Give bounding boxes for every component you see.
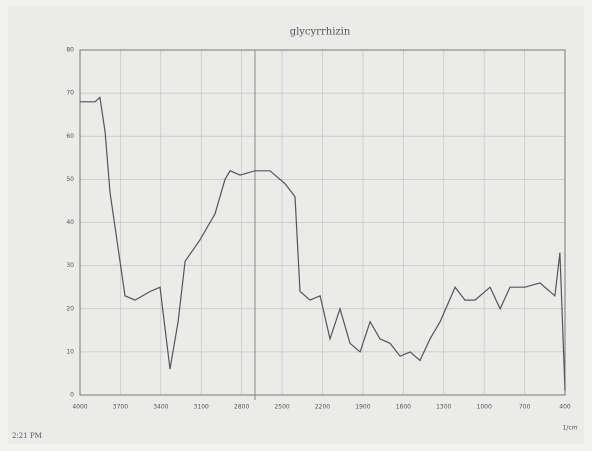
y-tick-label: 0 <box>70 392 74 399</box>
x-tick-label: 2200 <box>315 404 330 411</box>
y-tick-label: 50 <box>66 176 74 183</box>
y-tick-label: 60 <box>66 133 74 140</box>
x-tick-label: 2800 <box>234 404 249 411</box>
y-tick-label: 40 <box>66 219 74 226</box>
chart: glycyrrhizin 1/cm 2:21 PM 0 10 20 30 40 50 60 7… <box>0 0 592 451</box>
page: {"chart_data": {"type": "line", "title":… <box>0 0 592 451</box>
x-tick-label: 1300 <box>436 404 451 411</box>
x-tick-label: 3100 <box>194 404 209 411</box>
y-tick-label: 10 <box>66 348 74 355</box>
x-tick-label: 3700 <box>113 404 128 411</box>
x-tick-label: 2500 <box>274 404 289 411</box>
x-axis-label: 1/cm <box>563 425 578 432</box>
x-tick-label: 700 <box>519 404 531 411</box>
x-tick-label: 4000 <box>72 404 87 411</box>
x-tick-label: 400 <box>559 404 571 411</box>
y-tick-label: 20 <box>66 305 74 312</box>
y-tick-label: 80 <box>66 47 74 54</box>
x-tick-label: 1600 <box>396 404 411 411</box>
x-tick-label: 1900 <box>355 404 370 411</box>
x-tick-label: 3400 <box>153 404 168 411</box>
chart-title: glycyrrhizin <box>290 27 351 38</box>
timestamp: 2:21 PM <box>12 432 42 440</box>
x-tick-label: 1000 <box>477 404 492 411</box>
y-tick-label: 30 <box>66 262 74 269</box>
y-tick-label: 70 <box>66 90 74 97</box>
